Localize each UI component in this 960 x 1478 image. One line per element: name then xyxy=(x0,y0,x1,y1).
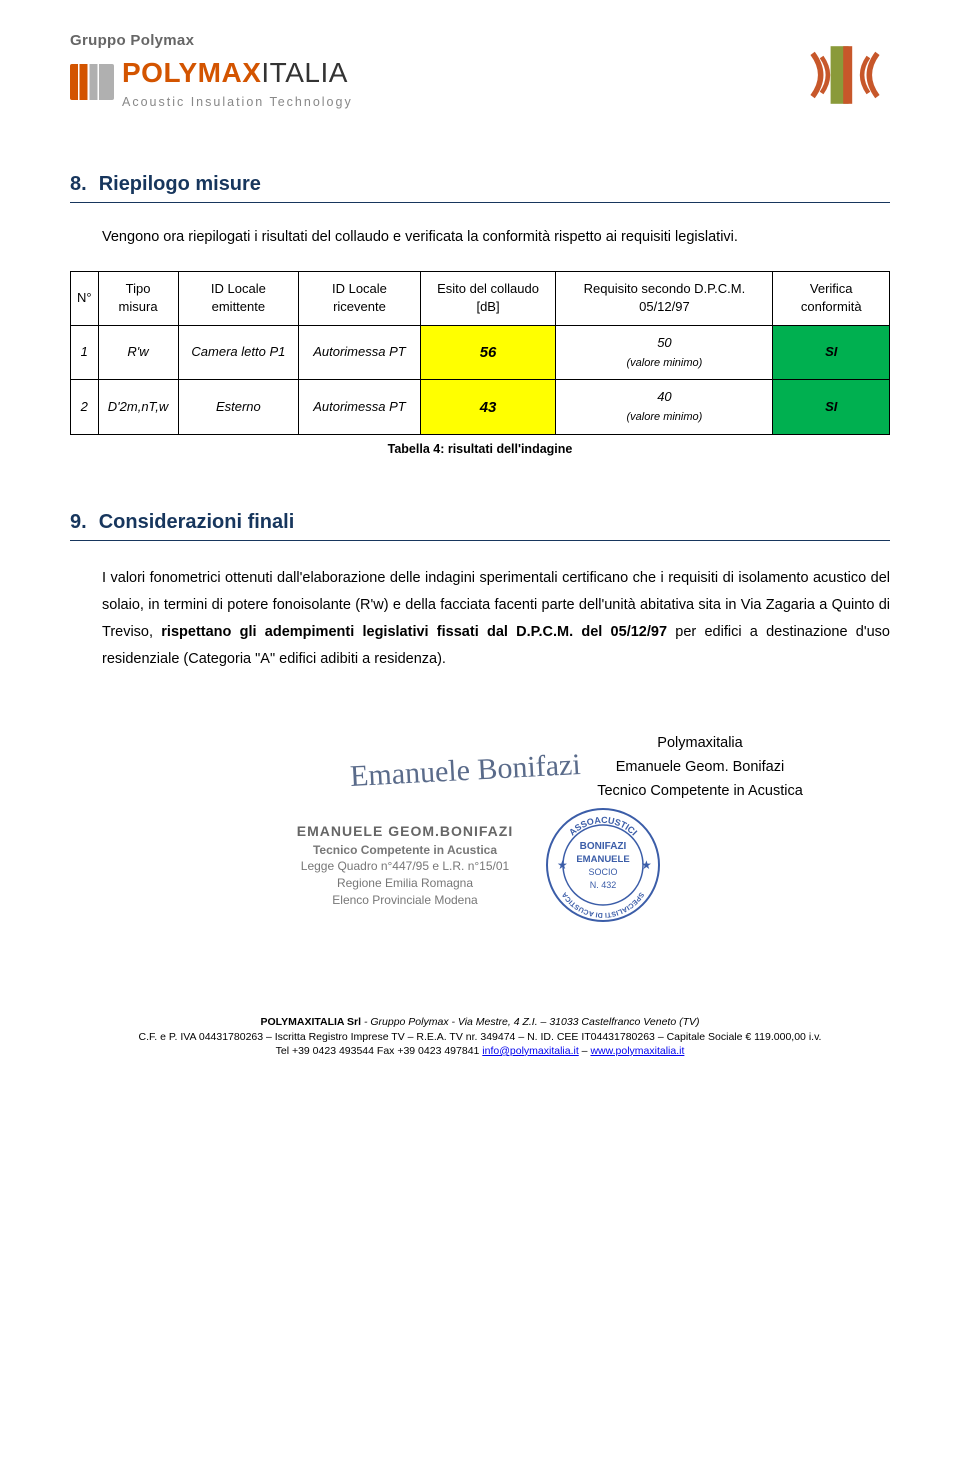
logo-left: Gruppo Polymax POLYMAXITALIA Acoustic In… xyxy=(70,30,353,112)
cell-tipo: R'w xyxy=(98,325,178,380)
footer-line-3: Tel +39 0423 493544 Fax +39 0423 497841 … xyxy=(70,1044,890,1058)
footer-line-1: POLYMAXITALIA Srl - Gruppo Polymax - Via… xyxy=(70,1015,890,1029)
logo-right-icon xyxy=(800,30,890,120)
col-tipo: Tipo misura xyxy=(98,272,178,325)
svg-text:EMANUELE: EMANUELE xyxy=(577,854,630,865)
group-label: Gruppo Polymax xyxy=(70,30,353,51)
round-stamp: ASSOACUSTICI SPECIALISTI DI ACUSTICA BON… xyxy=(543,805,663,925)
table-header-row: N° Tipo misura ID Locale emittente ID Lo… xyxy=(71,272,890,325)
signature-block: Polymaxitalia Emanuele Geom. Bonifazi Te… xyxy=(550,733,850,806)
svg-text:BONIFAZI: BONIFAZI xyxy=(580,841,627,852)
cell-requisito: 50(valore minimo) xyxy=(556,325,773,380)
cell-verifica: SI xyxy=(773,380,890,435)
logo-bars-icon xyxy=(70,64,114,100)
table-caption: Tabella 4: risultati dell'indagine xyxy=(70,441,890,459)
cell-n: 1 xyxy=(71,325,99,380)
section-9-heading: 9.Considerazioni finali xyxy=(70,508,890,541)
cell-verifica: SI xyxy=(773,325,890,380)
footer-web-link[interactable]: www.polymaxitalia.it xyxy=(590,1045,684,1057)
signature-visual: Emanuele Bonifazi EMANUELE GEOM.BONIFAZI… xyxy=(70,805,890,925)
sign-name: Emanuele Geom. Bonifazi xyxy=(550,757,850,777)
sign-role: Tecnico Competente in Acustica xyxy=(550,781,850,801)
section-8-heading: 8.Riepilogo misure xyxy=(70,170,890,203)
cell-ricevente: Autorimessa PT xyxy=(299,380,420,435)
brand-tagline: Acoustic Insulation Technology xyxy=(122,94,353,112)
svg-text:SOCIO: SOCIO xyxy=(589,867,618,877)
col-verifica: Verifica conformità xyxy=(773,272,890,325)
col-n: N° xyxy=(71,272,99,325)
page-footer: POLYMAXITALIA Srl - Gruppo Polymax - Via… xyxy=(70,1015,890,1058)
cell-esito: 43 xyxy=(420,380,556,435)
section-9-body: I valori fonometrici ottenuti dall'elabo… xyxy=(102,565,890,672)
cell-esito: 56 xyxy=(420,325,556,380)
svg-text:★: ★ xyxy=(557,858,568,872)
cell-ricevente: Autorimessa PT xyxy=(299,325,420,380)
cell-emittente: Camera letto P1 xyxy=(178,325,299,380)
handwritten-signature: Emanuele Bonifazi xyxy=(349,744,582,798)
col-requisito: Requisito secondo D.P.C.M. 05/12/97 xyxy=(556,272,773,325)
cell-n: 2 xyxy=(71,380,99,435)
cell-requisito: 40(valore minimo) xyxy=(556,380,773,435)
svg-text:N. 432: N. 432 xyxy=(590,880,617,890)
page-header: Gruppo Polymax POLYMAXITALIA Acoustic In… xyxy=(70,30,890,120)
brand-name: POLYMAXITALIA xyxy=(122,53,353,92)
rectangular-stamp: EMANUELE GEOM.BONIFAZI Tecnico Competent… xyxy=(297,822,513,909)
footer-email-link[interactable]: info@polymaxitalia.it xyxy=(482,1045,578,1057)
results-table: N° Tipo misura ID Locale emittente ID Lo… xyxy=(70,271,890,435)
table-row: 2D'2m,nT,wEsternoAutorimessa PT4340(valo… xyxy=(71,380,890,435)
table-row: 1R'wCamera letto P1Autorimessa PT5650(va… xyxy=(71,325,890,380)
svg-text:★: ★ xyxy=(641,858,652,872)
col-ricevente: ID Locale ricevente xyxy=(299,272,420,325)
footer-line-2: C.F. e P. IVA 04431780263 – Iscritta Reg… xyxy=(70,1030,890,1044)
col-esito: Esito del collaudo [dB] xyxy=(420,272,556,325)
col-emittente: ID Locale emittente xyxy=(178,272,299,325)
section-8-intro: Vengono ora riepilogati i risultati del … xyxy=(102,227,890,247)
sign-company: Polymaxitalia xyxy=(550,733,850,753)
cell-tipo: D'2m,nT,w xyxy=(98,380,178,435)
cell-emittente: Esterno xyxy=(178,380,299,435)
